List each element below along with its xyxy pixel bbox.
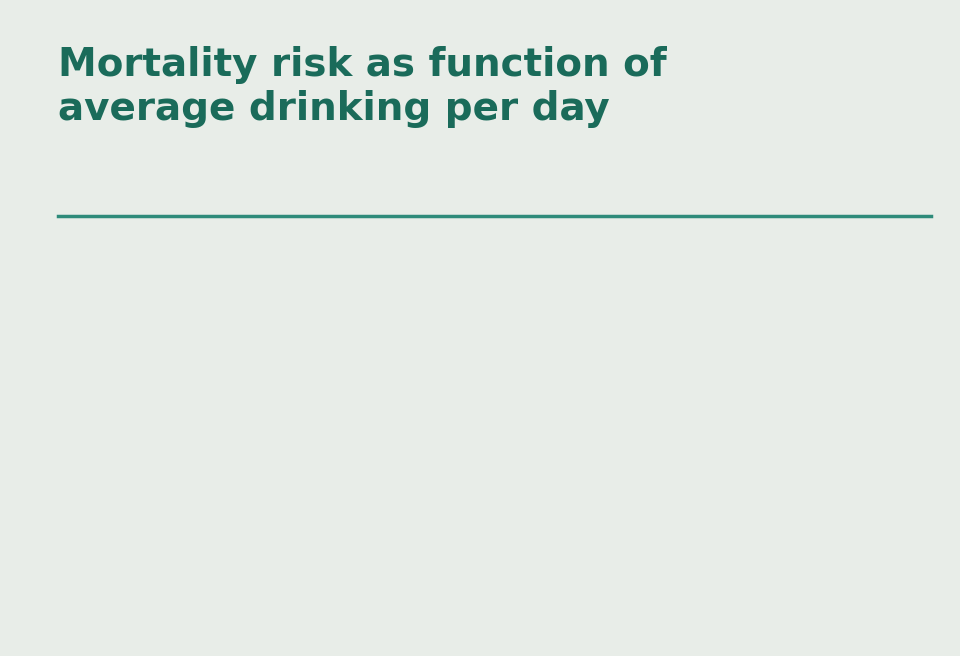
Bar xyxy=(762,507,817,538)
Bar xyxy=(215,281,270,538)
Bar xyxy=(306,435,361,538)
Bar xyxy=(671,516,726,538)
Bar xyxy=(124,264,179,538)
Y-axis label: Pop. distribution: Pop. distribution xyxy=(38,299,57,468)
Text: Mortality risk as function of
average drinking per day: Mortality risk as function of average dr… xyxy=(58,46,666,128)
Bar xyxy=(580,485,635,538)
Bar xyxy=(489,497,543,538)
Legend: Population distribution, Relative risk of mortality: Population distribution, Relative risk o… xyxy=(204,622,736,653)
Y-axis label: Relative risk: Relative risk xyxy=(872,320,890,447)
Bar xyxy=(397,476,452,538)
